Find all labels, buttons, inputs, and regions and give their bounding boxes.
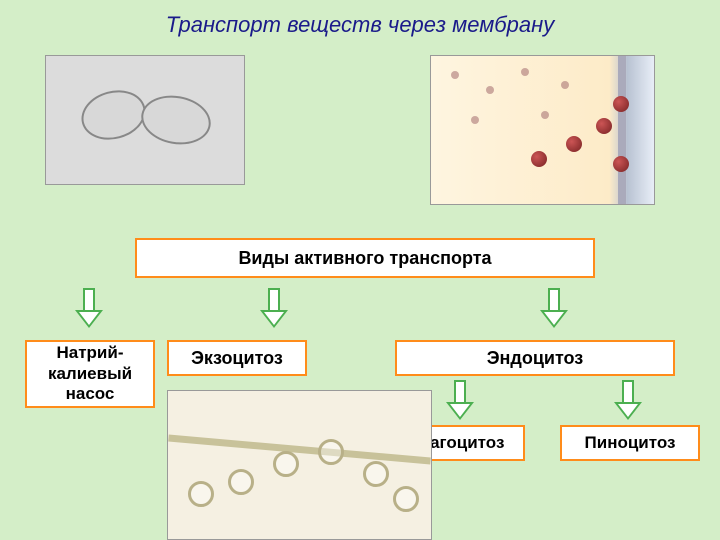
main-category-box: Виды активного транспорта [135, 238, 595, 278]
image-endocytosis [430, 55, 655, 205]
box-pinocytosis: Пиноцитоз [560, 425, 700, 461]
box-endocytosis: Эндоцитоз [395, 340, 675, 376]
arrow-down-icon [260, 288, 288, 330]
arrow-down-icon [540, 288, 568, 330]
arrow-down-icon [614, 380, 642, 422]
arrow-down-icon [446, 380, 474, 422]
box-sodium-potassium-pump: Натрий-калиевый насос [25, 340, 155, 408]
image-exocytosis [167, 390, 432, 540]
page-title: Транспорт веществ через мембрану [0, 12, 720, 38]
box-exocytosis: Экзоцитоз [167, 340, 307, 376]
arrow-down-icon [75, 288, 103, 330]
image-phagocytosis-micrograph [45, 55, 245, 185]
